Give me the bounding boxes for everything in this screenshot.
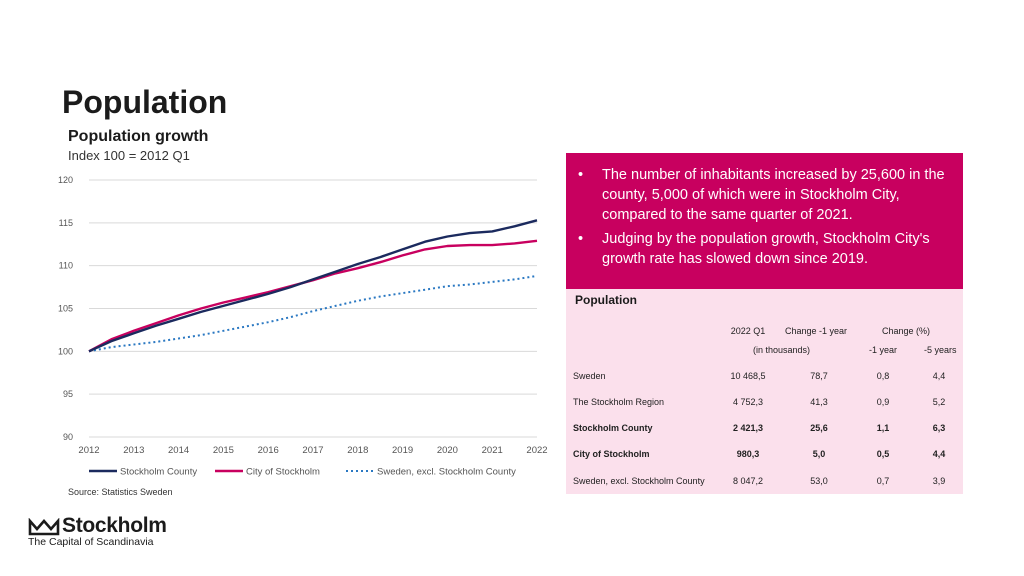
y-tick-label: 95: [63, 389, 73, 399]
y-tick-label: 120: [58, 175, 73, 185]
x-tick-label: 2018: [347, 445, 368, 456]
y-tick-label: 90: [63, 432, 73, 442]
x-tick-label: 2021: [482, 445, 503, 456]
cell-pct-5y: 4,4: [932, 371, 946, 381]
cell-pct-1y: 1,1: [876, 423, 890, 433]
chart-gridlines: [89, 179, 537, 438]
callout-bullet: The number of inhabitants increased by 2…: [578, 165, 952, 225]
x-tick-label: 2014: [168, 445, 189, 456]
cell-change: 25,6: [810, 423, 828, 433]
y-tick-label: 100: [58, 346, 73, 356]
column-header-change-pct: Change (%): [882, 326, 931, 336]
x-tick-label: 2012: [78, 445, 99, 456]
cell-pct-1y: 0,5: [876, 449, 890, 459]
y-tick-label: 115: [59, 218, 73, 228]
subheader-1-year: -1 year: [869, 345, 898, 355]
row-label: Stockholm County: [573, 423, 653, 433]
cell-pct-5y: 5,2: [932, 397, 946, 407]
x-tick-label: 2019: [392, 445, 413, 456]
chart-legend: Stockholm County City of Stockholm Sweden,…: [89, 467, 516, 478]
cell-pct-5y: 3,9: [932, 476, 946, 486]
x-tick-label: 2016: [258, 445, 279, 456]
cell-pct-1y: 0,7: [876, 476, 890, 486]
cell-q1: 8 047,2: [732, 476, 764, 486]
cell-change: 41,3: [810, 397, 828, 407]
legend-label: City of Stockholm: [246, 467, 320, 478]
y-axis-ticks: 90 95 100 105 110 115 120: [58, 175, 73, 442]
cell-change: 78,7: [810, 371, 828, 381]
x-tick-label: 2022: [526, 445, 547, 456]
series-line-sweden-excl-stockholm-county: [88, 274, 538, 353]
cell-change: 5,0: [812, 449, 826, 459]
cell-change: 53,0: [810, 476, 828, 486]
cell-pct-5y: 4,4: [932, 449, 946, 459]
subheader-thousands: (in thousands): [753, 345, 811, 355]
row-label: Sweden: [573, 371, 606, 381]
x-tick-label: 2013: [123, 445, 144, 456]
cell-q1: 4 752,3: [732, 397, 764, 407]
column-header-change: Change -1 year: [785, 326, 848, 336]
legend-label: Stockholm County: [120, 467, 197, 478]
x-tick-label: 2015: [213, 445, 234, 456]
legend-label: Sweden, excl. Stockholm County: [377, 467, 516, 478]
x-axis-ticks: 2012 2013 2014 2015 2016 2017 2018 2019 2020 2021…: [78, 445, 547, 456]
logo-tagline: The Capital of Scandinavia: [28, 536, 154, 548]
x-tick-label: 2020: [437, 445, 458, 456]
population-line-chart: 90 95 100 105 110 115 120 2012 2013 2014 2015 2016…: [58, 175, 548, 478]
row-label: The Stockholm Region: [573, 397, 665, 407]
row-label: City of Stockholm: [573, 449, 650, 459]
cell-q1: 10 468,5: [730, 371, 766, 381]
population-table: Population 2022 Q1 Change -1 year Change…: [566, 289, 963, 494]
crown-icon: [28, 518, 60, 536]
callout-bullet: Judging by the population growth, Stockh…: [578, 229, 952, 269]
cell-q1: 980,3: [736, 449, 760, 459]
logo-name: Stockholm: [62, 514, 167, 537]
y-tick-label: 110: [59, 261, 73, 271]
row-label: Sweden, excl. Stockholm County: [573, 476, 705, 486]
key-findings-callout: The number of inhabitants increased by 2…: [566, 153, 963, 289]
chart-title: Population growth: [68, 128, 209, 145]
series-line-stockholm-county: [88, 219, 538, 353]
cell-q1: 2 421,3: [732, 423, 764, 433]
cell-pct-1y: 0,8: [876, 371, 890, 381]
table-title: Population: [575, 293, 637, 307]
cell-pct-1y: 0,9: [876, 397, 890, 407]
page-title: Population: [62, 84, 228, 120]
chart-series: [88, 219, 538, 353]
series-line-city-of-stockholm: [88, 239, 538, 353]
source-note: Source: Statistics Sweden: [68, 487, 173, 497]
column-header-2022q1: 2022 Q1: [730, 326, 766, 336]
cell-pct-5y: 6,3: [932, 423, 946, 433]
chart-subtitle: Index 100 = 2012 Q1: [68, 148, 190, 163]
subheader-5-years: -5 years: [924, 345, 957, 355]
y-tick-label: 105: [58, 304, 73, 314]
x-tick-label: 2017: [302, 445, 323, 456]
